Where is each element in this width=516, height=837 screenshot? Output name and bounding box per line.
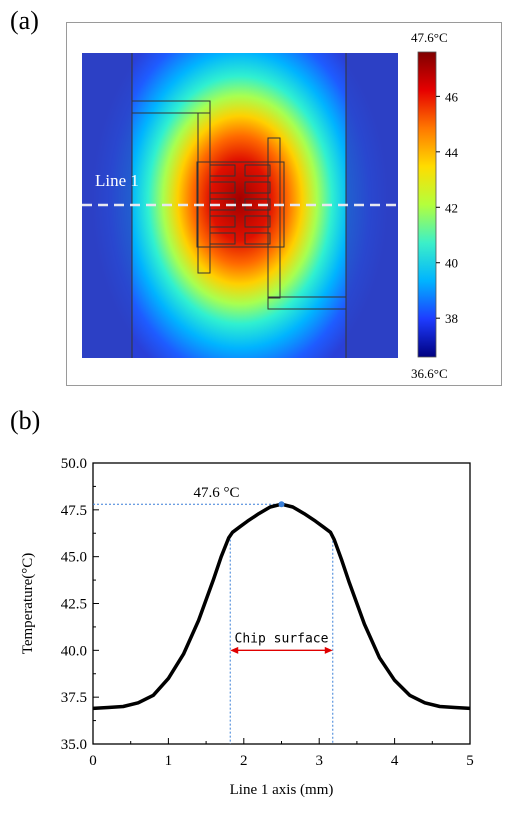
line-1-label: Line 1 [95,171,139,190]
device-outline [131,53,347,358]
colorbar-fill [417,51,437,358]
y-tick-label: 37.5 [61,690,87,706]
colorbar-max-label: 47.6°C [411,30,448,45]
peak-label: 47.6 °C [194,485,240,501]
colorbar-tick-label: 40 [445,256,458,271]
colorbar: 47.6°C 36.6°C 38 40 42 44 46 [411,30,459,381]
colorbar-tick-label: 38 [445,311,458,326]
peak-marker [278,501,285,508]
x-tick-label: 1 [165,753,173,769]
y-tick-label: 47.5 [61,503,87,519]
x-tick-label: 5 [466,753,474,769]
colorbar-tick-label: 44 [445,145,459,160]
y-tick-label: 42.5 [61,597,87,613]
chip-surface-label: Chip surface [235,631,329,646]
x-tick-label: 4 [391,753,399,769]
colorbar-tick-label: 42 [445,200,458,215]
temperature-line-chart: 0 1 2 3 4 5 35.0 37.5 40.0 42.5 45.0 47.5 50.0 47.6 … [20,456,474,798]
x-tick-label: 3 [315,753,323,769]
y-tick-label: 40.0 [61,643,87,659]
heat-field [82,53,398,358]
y-tick-label: 45.0 [61,550,87,566]
panel-label-a: (a) [10,6,39,35]
panel-label-b: (b) [10,406,41,435]
heatmap-chart: Line 1 47.6°C 36.6°C 38 40 42 44 46 [82,30,459,381]
colorbar-tick-label: 46 [445,89,459,104]
temperature-curve [92,502,471,711]
y-axis-label: Temperature(°C) [20,553,36,655]
colorbar-min-label: 36.6°C [411,366,448,381]
chip-arrow-head-right [324,646,333,654]
x-tick-label: 2 [240,753,248,769]
y-tick-label: 35.0 [61,737,87,753]
y-tick-label: 50.0 [61,456,87,472]
x-axis-label: Line 1 axis (mm) [230,782,334,798]
chip-arrow-head-left [230,646,239,654]
heatmap-frame [66,22,502,386]
x-tick-label: 0 [89,753,97,769]
